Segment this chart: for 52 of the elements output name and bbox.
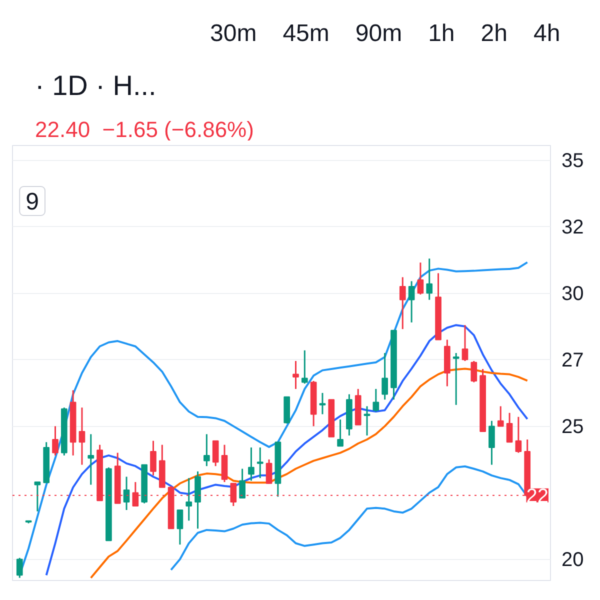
candlestick [176, 509, 184, 546]
text: 90m [355, 20, 402, 47]
text: 45m [282, 20, 330, 47]
candlestick [426, 258, 433, 301]
candlestick [78, 406, 86, 466]
candlestick [248, 446, 254, 482]
candlestick [123, 476, 130, 511]
candlestick [382, 352, 388, 400]
annotation: 9 [26, 188, 39, 216]
text: 2h [480, 20, 508, 47]
candlestick [337, 418, 344, 447]
y-tick-label: 25 [562, 416, 584, 438]
candlestick [256, 446, 264, 479]
text: 30m [210, 20, 257, 47]
line-series [45, 324, 528, 576]
candlestick [497, 405, 504, 427]
ref-line-label: 22 [526, 485, 549, 508]
chart-title: · 1D · H... [35, 69, 158, 103]
candlestick [488, 420, 495, 466]
candlestick [470, 360, 478, 384]
candlestick [292, 360, 299, 390]
candlestick [301, 350, 308, 384]
candlestick [212, 440, 219, 467]
candlestick [462, 324, 468, 362]
candlestick [364, 405, 370, 436]
candlestick [186, 477, 192, 522]
y-tick-label: 32 [562, 216, 584, 239]
candlestick [52, 425, 58, 456]
text: 1h [428, 20, 455, 47]
candlestick [88, 433, 94, 486]
text: 4h [533, 20, 560, 47]
candlestick [408, 280, 415, 324]
candlestick [506, 412, 513, 443]
candlestick [150, 440, 156, 476]
candlestick [204, 433, 210, 467]
candlestick [515, 416, 522, 454]
candlestick [452, 352, 460, 406]
y-tick-label: 30 [562, 283, 584, 306]
chart-subtitle: 22.40 −1.65 (−6.86%) [35, 116, 254, 144]
y-tick-label: 35 [562, 150, 584, 172]
candlestick [372, 388, 380, 412]
candlestick [221, 444, 228, 483]
candlestick [34, 481, 41, 512]
y-tick-label: 27 [562, 350, 584, 372]
line-series [90, 368, 528, 579]
candlestick [16, 557, 23, 579]
candlestick [239, 468, 246, 499]
candlestick [417, 262, 424, 296]
candlestick [399, 276, 406, 330]
y-tick-label: 20 [562, 549, 584, 572]
candlestick [319, 392, 326, 415]
candlestick [266, 458, 272, 484]
